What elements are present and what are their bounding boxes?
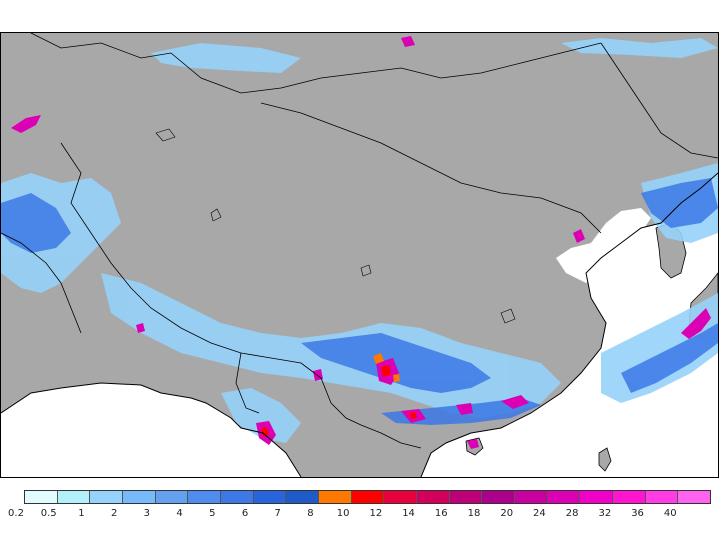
legend-swatch — [253, 491, 287, 503]
precip-orange — [373, 353, 400, 382]
legend-tick-label: 32 — [598, 508, 612, 519]
legend-swatch — [645, 491, 679, 503]
legend-tick-label: 18 — [467, 508, 481, 519]
coastlines — [1, 172, 718, 477]
legend-tick-label: 20 — [500, 508, 514, 519]
color-legend-bar — [24, 490, 711, 504]
legend-tick-label: 2 — [110, 508, 118, 519]
legend-swatch — [482, 491, 516, 503]
legend-swatch — [188, 491, 222, 503]
legend-swatch — [417, 491, 450, 503]
precip-moderate — [1, 178, 718, 425]
legend-swatch — [90, 491, 124, 503]
legend-swatch — [221, 491, 254, 503]
legend-tick-label: 12 — [369, 508, 383, 519]
legend-tick-label: 0.5 — [40, 508, 57, 519]
legend-swatch — [384, 491, 418, 503]
precip-core — [261, 365, 417, 437]
legend-swatch — [25, 491, 58, 503]
legend-tick-label: 0.2 — [8, 508, 24, 519]
precipitation-map — [0, 32, 719, 478]
legend-swatch — [580, 491, 614, 503]
legend-tick-label: 16 — [434, 508, 448, 519]
country-borders — [1, 33, 718, 449]
legend-tick-label: 1 — [78, 508, 85, 519]
legend-tick-label: 14 — [402, 508, 415, 519]
legend-tick-label: 5 — [209, 508, 216, 519]
legend-swatch — [449, 491, 483, 503]
legend-tick-label: 4 — [176, 508, 183, 519]
legend-tick-label: 7 — [274, 508, 281, 519]
legend-tick-label: 3 — [143, 508, 151, 519]
legend-swatch — [613, 491, 646, 503]
legend-tick-label: 6 — [241, 508, 249, 519]
map-canvas — [1, 33, 718, 477]
legend-tick-label: 8 — [307, 508, 314, 519]
legend-tick-label: 24 — [533, 508, 546, 519]
legend-tick-label: 40 — [663, 508, 677, 519]
interior-features — [155, 128, 516, 324]
legend-swatch — [547, 491, 581, 503]
legend-swatch — [155, 491, 189, 503]
ocean-areas — [1, 173, 718, 477]
legend-tick-label: 10 — [336, 508, 350, 519]
legend-swatch — [351, 491, 385, 503]
legend-tick-label: 28 — [565, 508, 579, 519]
legend-tick-label: 36 — [631, 508, 644, 519]
legend-swatch — [515, 491, 548, 503]
legend-swatch — [57, 491, 91, 503]
legend-swatch — [319, 491, 352, 503]
legend-swatch — [123, 491, 156, 503]
legend-swatch — [286, 491, 320, 503]
color-legend-labels: 0.2 0.5 1 2 3 4 5 6 7 8 10 12 14 16 18 20 24 28 32 36 40 — [0, 508, 720, 524]
legend-swatch — [678, 491, 711, 503]
